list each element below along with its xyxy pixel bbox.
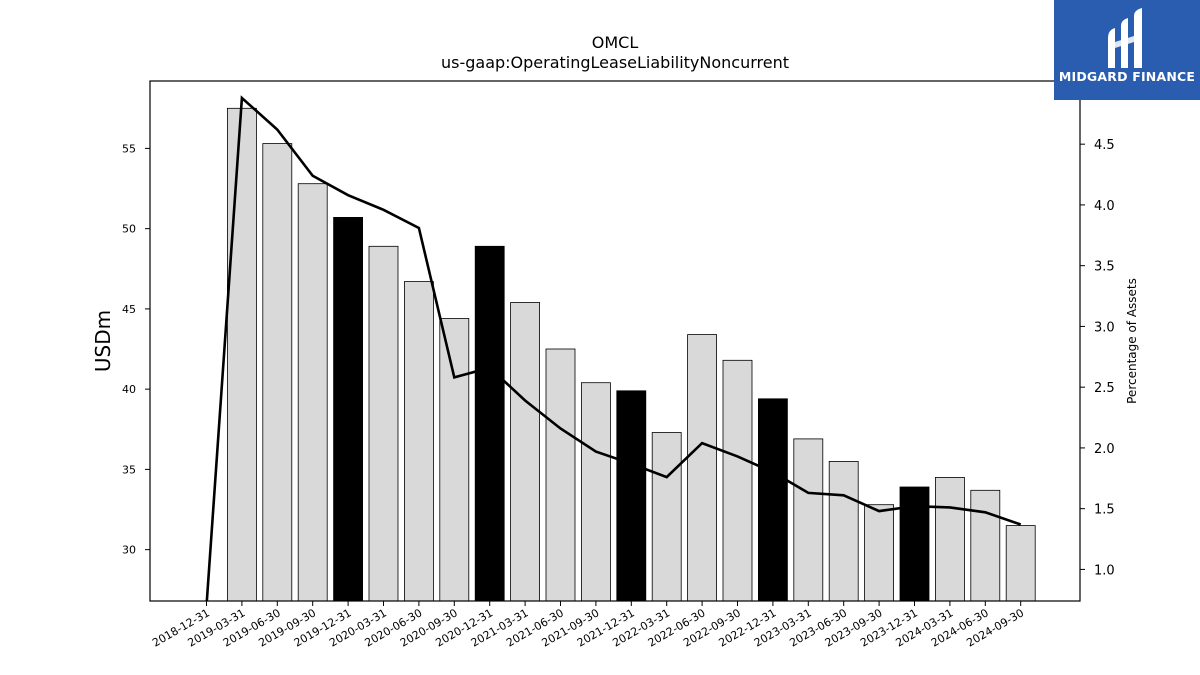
y-tick-label: 40 <box>122 383 136 396</box>
bar <box>970 489 1001 602</box>
bar <box>758 398 788 602</box>
bar <box>226 107 257 602</box>
bar <box>1005 525 1036 602</box>
midgard-finance-logo: MIDGARD FINANCE <box>1054 0 1200 100</box>
bar <box>793 438 824 602</box>
bar <box>262 143 293 602</box>
bar <box>368 245 399 602</box>
y2-tick-label: 4.0 <box>1094 199 1115 214</box>
plot-frame <box>149 80 1081 602</box>
y-tick-label: 35 <box>122 463 136 476</box>
logo-text: MIDGARD FINANCE <box>1058 69 1196 84</box>
y-axis-label: USDm <box>91 310 115 372</box>
bar <box>474 245 505 602</box>
y-tick-label: 55 <box>122 142 136 155</box>
y2-tick-label: 2.0 <box>1094 442 1115 457</box>
y-tick-label: 30 <box>122 544 136 557</box>
bar <box>935 476 965 602</box>
y2-tick-label: 3.5 <box>1094 260 1115 275</box>
y2-axis-label: Percentage of Assets <box>1125 278 1139 404</box>
y2-tick-label: 4.5 <box>1094 138 1115 153</box>
y-tick-label: 45 <box>122 303 136 316</box>
y-tick-label: 50 <box>122 223 136 236</box>
y2-tick-label: 1.0 <box>1094 563 1115 578</box>
line-series-percentage-of-assets <box>205 95 1022 601</box>
bar <box>297 183 328 602</box>
bar <box>333 216 364 602</box>
bar <box>722 359 753 602</box>
y2-tick-label: 2.5 <box>1094 381 1115 396</box>
bar <box>581 382 611 602</box>
y2-tick-label: 1.5 <box>1094 503 1115 518</box>
bar <box>899 486 930 602</box>
midgard-logo-icon <box>1108 8 1142 68</box>
bar <box>864 504 894 602</box>
bar <box>403 281 434 602</box>
bar <box>828 460 859 602</box>
chart-subtitle: us-gaap:OperatingLeaseLiabilityNoncurren… <box>441 53 789 72</box>
bar <box>510 302 541 602</box>
bar <box>687 334 717 602</box>
chart-title: OMCL <box>592 33 639 52</box>
bar <box>439 318 470 602</box>
bar <box>616 390 647 602</box>
bar <box>545 348 576 602</box>
y2-tick-label: 3.0 <box>1094 320 1115 335</box>
bar <box>651 432 682 602</box>
